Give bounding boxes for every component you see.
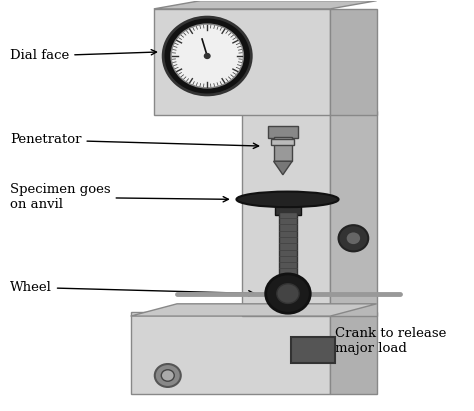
Bar bbox=[154, 9, 330, 115]
Bar bbox=[275, 198, 301, 215]
Circle shape bbox=[155, 364, 181, 387]
Text: Penetrator: Penetrator bbox=[10, 134, 259, 148]
Polygon shape bbox=[131, 304, 377, 316]
Circle shape bbox=[163, 17, 251, 95]
Circle shape bbox=[338, 225, 368, 252]
Text: Crank to release
major load: Crank to release major load bbox=[320, 327, 446, 355]
Bar bbox=[279, 212, 297, 287]
Polygon shape bbox=[154, 1, 377, 9]
Polygon shape bbox=[273, 161, 292, 175]
Text: Specimen goes
on anvil: Specimen goes on anvil bbox=[10, 183, 228, 211]
Bar bbox=[273, 137, 292, 161]
Text: Wheel: Wheel bbox=[10, 281, 254, 296]
Circle shape bbox=[204, 53, 210, 58]
Circle shape bbox=[161, 370, 174, 381]
Bar bbox=[330, 111, 377, 316]
Bar bbox=[271, 139, 294, 145]
Circle shape bbox=[171, 24, 244, 88]
Circle shape bbox=[346, 232, 361, 245]
Ellipse shape bbox=[237, 192, 338, 207]
Bar bbox=[242, 111, 330, 316]
Bar bbox=[330, 9, 377, 115]
Bar bbox=[131, 312, 330, 394]
Circle shape bbox=[277, 284, 299, 303]
Bar bbox=[267, 127, 298, 138]
Bar bbox=[330, 312, 377, 394]
Bar bbox=[291, 337, 335, 363]
Text: Dial face: Dial face bbox=[10, 49, 156, 62]
Circle shape bbox=[266, 274, 310, 313]
